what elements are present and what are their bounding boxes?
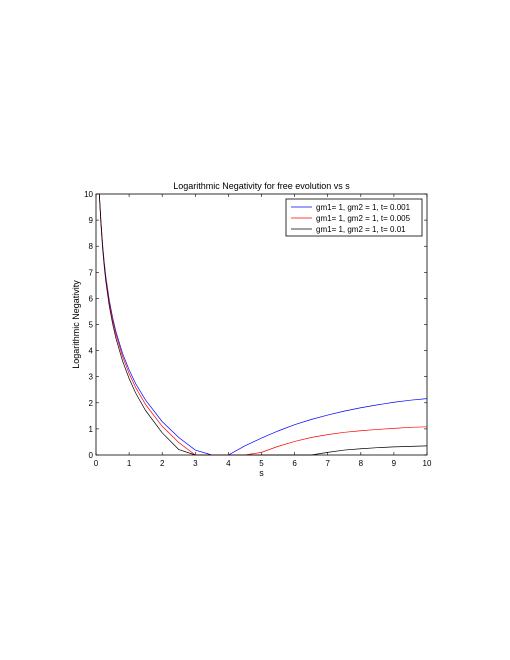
y-tick-label: 3 bbox=[89, 373, 94, 382]
legend-label-3: gm1= 1, gm2 = 1, t= 0.01 bbox=[316, 225, 406, 234]
x-tick-label: 10 bbox=[423, 459, 432, 468]
x-tick-label: 2 bbox=[160, 459, 165, 468]
y-tick-label: 6 bbox=[89, 294, 94, 303]
y-axis-label: Logarithmic Negativity bbox=[71, 280, 81, 369]
x-tick-label: 4 bbox=[226, 459, 231, 468]
x-axis-label: s bbox=[259, 468, 264, 478]
y-tick-label: 7 bbox=[89, 268, 94, 277]
x-tick-label: 9 bbox=[392, 459, 397, 468]
legend: gm1= 1, gm2 = 1, t= 0.001 gm1= 1, gm2 = 1… bbox=[285, 198, 423, 237]
legend-box bbox=[285, 198, 423, 237]
legend-label-2: gm1= 1, gm2 = 1, t= 0.005 bbox=[316, 214, 411, 223]
x-tick-label: 7 bbox=[325, 459, 330, 468]
x-tick-label: 8 bbox=[359, 459, 364, 468]
y-tick-label: 8 bbox=[89, 242, 94, 251]
y-tick-label: 1 bbox=[89, 425, 94, 434]
y-tick-label: 10 bbox=[84, 190, 93, 199]
x-tick-label: 3 bbox=[193, 459, 198, 468]
y-tick-label: 0 bbox=[89, 451, 94, 460]
y-tick-label: 5 bbox=[89, 321, 94, 330]
x-tick-label: 0 bbox=[94, 459, 99, 468]
y-tick-label: 9 bbox=[89, 216, 94, 225]
legend-items: gm1= 1, gm2 = 1, t= 0.001 gm1= 1, gm2 = 1… bbox=[291, 203, 411, 234]
x-tick-label: 6 bbox=[292, 459, 297, 468]
x-tick-label: 5 bbox=[259, 459, 264, 468]
chart-title: Logarithmic Negativity for free evolutio… bbox=[173, 181, 350, 191]
x-tick-labels: 0 1 2 3 4 5 6 7 8 9 10 bbox=[94, 459, 432, 468]
series-line-3 bbox=[98, 193, 428, 456]
series-lines bbox=[98, 193, 428, 456]
y-tick-label: 2 bbox=[89, 399, 94, 408]
axis-ticks bbox=[95, 193, 428, 456]
legend-label-1: gm1= 1, gm2 = 1, t= 0.001 bbox=[316, 203, 411, 212]
y-tick-labels: 0 1 2 3 4 5 6 7 8 9 10 bbox=[84, 190, 93, 460]
x-tick-label: 1 bbox=[127, 459, 132, 468]
y-tick-label: 4 bbox=[89, 347, 94, 356]
